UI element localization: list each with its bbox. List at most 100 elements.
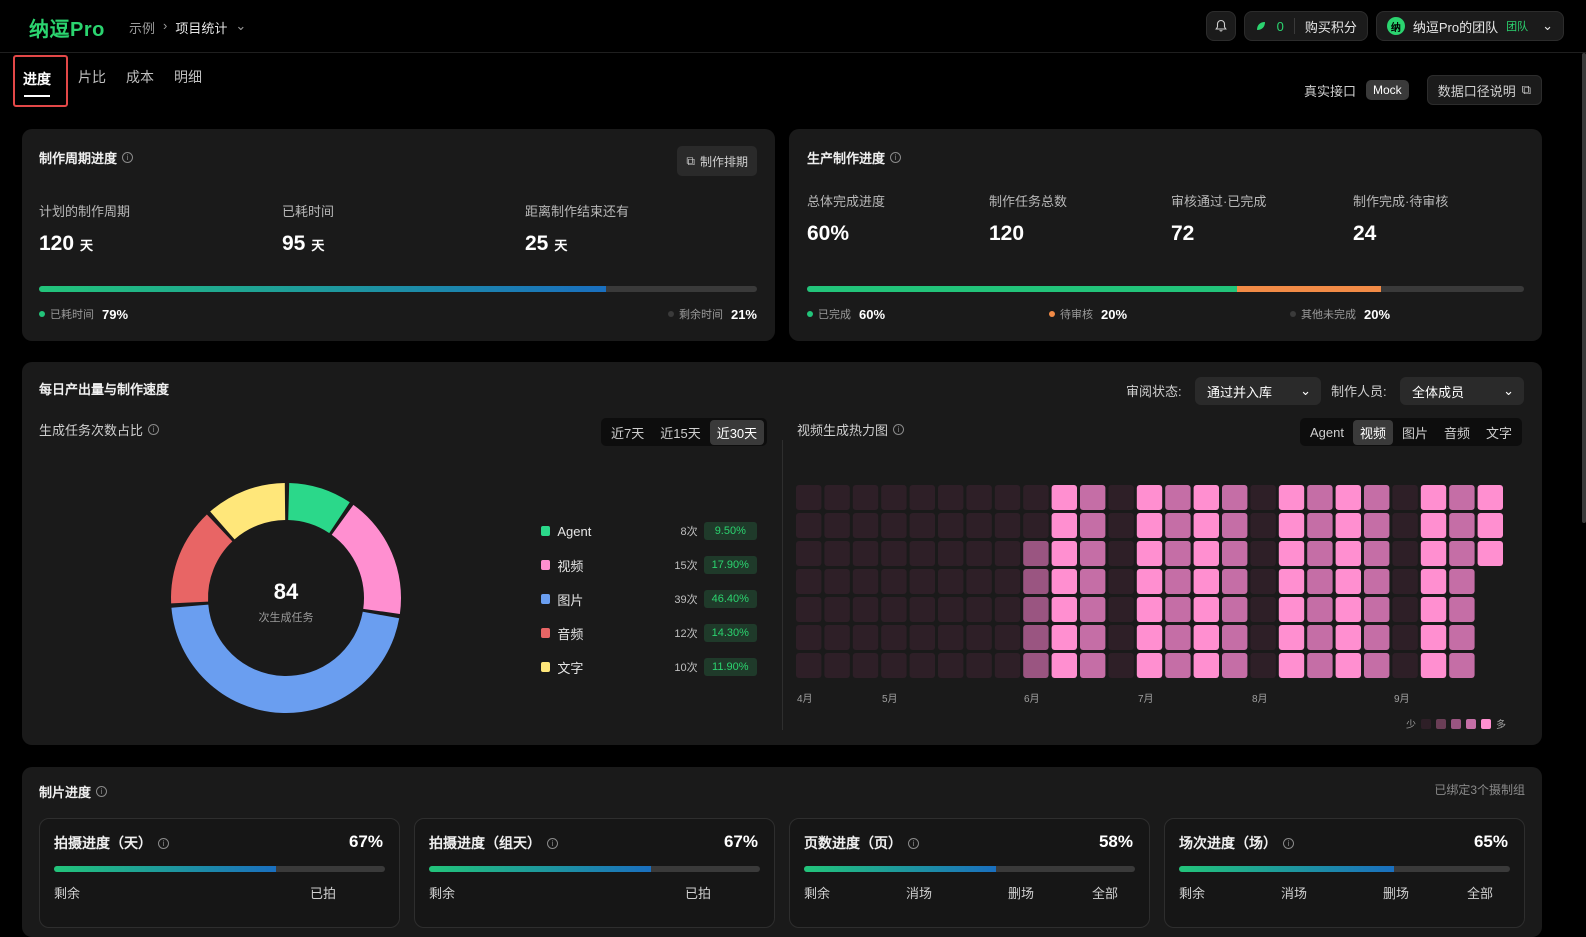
heatmap-cell[interactable]: [1278, 653, 1305, 678]
heatmap-cell[interactable]: [1477, 485, 1503, 510]
heatmap-cell[interactable]: [966, 513, 992, 538]
heatmap-cell[interactable]: [1335, 569, 1361, 594]
heatmap-cell[interactable]: [938, 513, 964, 538]
heat-type-agent[interactable]: Agent: [1310, 424, 1344, 440]
heatmap-cell[interactable]: [938, 569, 964, 594]
heatmap-cell[interactable]: [966, 597, 992, 622]
info-icon[interactable]: i: [1283, 837, 1294, 849]
heatmap-cell[interactable]: [1165, 653, 1191, 678]
heatmap-cell[interactable]: [1278, 597, 1305, 622]
heatmap-cell[interactable]: [824, 597, 850, 622]
heatmap-cell[interactable]: [1080, 597, 1106, 622]
legend-row[interactable]: 图片 39次 46.40%: [541, 588, 757, 610]
buy-credits-button[interactable]: 购买积分: [1304, 19, 1357, 35]
donut-slice-2[interactable]: [331, 504, 401, 614]
info-icon[interactable]: i: [908, 837, 919, 849]
heatmap-cell[interactable]: [1420, 597, 1447, 622]
heatmap-cell[interactable]: [1307, 597, 1333, 622]
heatmap-cell[interactable]: [1307, 513, 1333, 538]
heatmap-cell[interactable]: [1278, 513, 1305, 538]
heat-type-audio[interactable]: 音频: [1444, 425, 1471, 441]
heatmap-cell[interactable]: [824, 541, 850, 566]
data-doc-button[interactable]: 数据口径说明 ⧉: [1426, 75, 1542, 105]
heatmap-cell[interactable]: [1108, 485, 1134, 510]
heatmap-cell[interactable]: [966, 653, 992, 678]
heatmap-cell[interactable]: [852, 541, 879, 566]
heatmap-cell[interactable]: [1364, 653, 1390, 678]
heatmap-cell[interactable]: [852, 597, 879, 622]
scrollbar[interactable]: [1582, 53, 1586, 523]
heatmap-cell[interactable]: [1392, 597, 1418, 622]
heatmap-cell[interactable]: [994, 569, 1021, 594]
heatmap-cell[interactable]: [909, 625, 935, 650]
heatmap-cell[interactable]: [1335, 513, 1361, 538]
heatmap-cell[interactable]: [1165, 513, 1191, 538]
heatmap-cell[interactable]: [938, 541, 964, 566]
heatmap-cell[interactable]: [909, 541, 935, 566]
info-icon[interactable]: i: [893, 424, 905, 435]
heatmap-cell[interactable]: [1250, 653, 1276, 678]
tab-cost[interactable]: 成本: [126, 69, 154, 85]
legend-row[interactable]: Agent 8次 9.50%: [541, 520, 757, 542]
heatmap-cell[interactable]: [1250, 541, 1276, 566]
team-switcher[interactable]: 纳 纳逗Pro的团队 团队 ⌄: [1375, 11, 1564, 41]
legend-row[interactable]: 视频 15次 17.90%: [541, 554, 757, 576]
heatmap-cell[interactable]: [1335, 541, 1361, 566]
heatmap-cell[interactable]: [1023, 569, 1049, 594]
heatmap-cell[interactable]: [1392, 625, 1418, 650]
heatmap-cell[interactable]: [909, 569, 935, 594]
real-api-toggle[interactable]: 真实接口: [1304, 83, 1357, 99]
legend-row[interactable]: 音频 12次 14.30%: [541, 622, 757, 644]
heat-type-text[interactable]: 文字: [1486, 425, 1513, 441]
heatmap-cell[interactable]: [1165, 541, 1191, 566]
heatmap-cell[interactable]: [1080, 625, 1106, 650]
heatmap-cell[interactable]: [1420, 513, 1447, 538]
heatmap-cell[interactable]: [909, 653, 935, 678]
heatmap-cell[interactable]: [1222, 541, 1248, 566]
heatmap-cell[interactable]: [1335, 625, 1361, 650]
heatmap-cell[interactable]: [1080, 513, 1106, 538]
maker-select[interactable]: 全体成员 ⌄: [1400, 377, 1524, 405]
heatmap-cell[interactable]: [1392, 541, 1418, 566]
heatmap-cell[interactable]: [1449, 541, 1475, 566]
heatmap-cell[interactable]: [881, 541, 907, 566]
heatmap-cell[interactable]: [1222, 625, 1248, 650]
chevron-down-icon[interactable]: ⌄: [235, 18, 247, 33]
heatmap-cell[interactable]: [938, 485, 964, 510]
heatmap-cell[interactable]: [1080, 653, 1106, 678]
mock-toggle[interactable]: Mock: [1366, 80, 1409, 100]
heatmap-cell[interactable]: [994, 653, 1021, 678]
heatmap-cell[interactable]: [1335, 485, 1361, 510]
heatmap-cell[interactable]: [1364, 485, 1390, 510]
info-icon[interactable]: i: [158, 837, 169, 849]
heatmap-cell[interactable]: [852, 513, 879, 538]
heatmap-cell[interactable]: [1420, 625, 1447, 650]
heatmap-cell[interactable]: [852, 625, 879, 650]
heatmap-cell[interactable]: [1449, 653, 1475, 678]
heatmap-cell[interactable]: [824, 569, 850, 594]
breadcrumb-item-example[interactable]: 示例: [129, 21, 156, 36]
heatmap-cell[interactable]: [1477, 513, 1503, 538]
heatmap-cell[interactable]: [1023, 625, 1049, 650]
info-icon[interactable]: i: [122, 152, 134, 163]
heatmap-cell[interactable]: [1364, 597, 1390, 622]
bound-crews[interactable]: 已绑定3个摄制组: [1434, 783, 1525, 797]
heatmap-cell[interactable]: [994, 513, 1021, 538]
donut-slice-4[interactable]: [171, 514, 233, 604]
heatmap-cell[interactable]: [966, 485, 992, 510]
heatmap-cell[interactable]: [881, 513, 907, 538]
heatmap-cell[interactable]: [1023, 597, 1049, 622]
heatmap-cell[interactable]: [938, 597, 964, 622]
heatmap-cell[interactable]: [796, 513, 822, 538]
heatmap-cell[interactable]: [1449, 485, 1475, 510]
heatmap-cell[interactable]: [994, 625, 1021, 650]
review-status-select[interactable]: 通过并入库 ⌄: [1195, 377, 1321, 405]
heatmap-cell[interactable]: [1449, 597, 1475, 622]
heatmap-cell[interactable]: [1250, 513, 1276, 538]
heatmap-cell[interactable]: [852, 653, 879, 678]
heatmap-cell[interactable]: [1477, 541, 1503, 566]
heatmap-cell[interactable]: [881, 485, 907, 510]
heatmap-cell[interactable]: [1222, 485, 1248, 510]
heatmap-cell[interactable]: [1108, 541, 1134, 566]
heatmap-cell[interactable]: [1307, 625, 1333, 650]
